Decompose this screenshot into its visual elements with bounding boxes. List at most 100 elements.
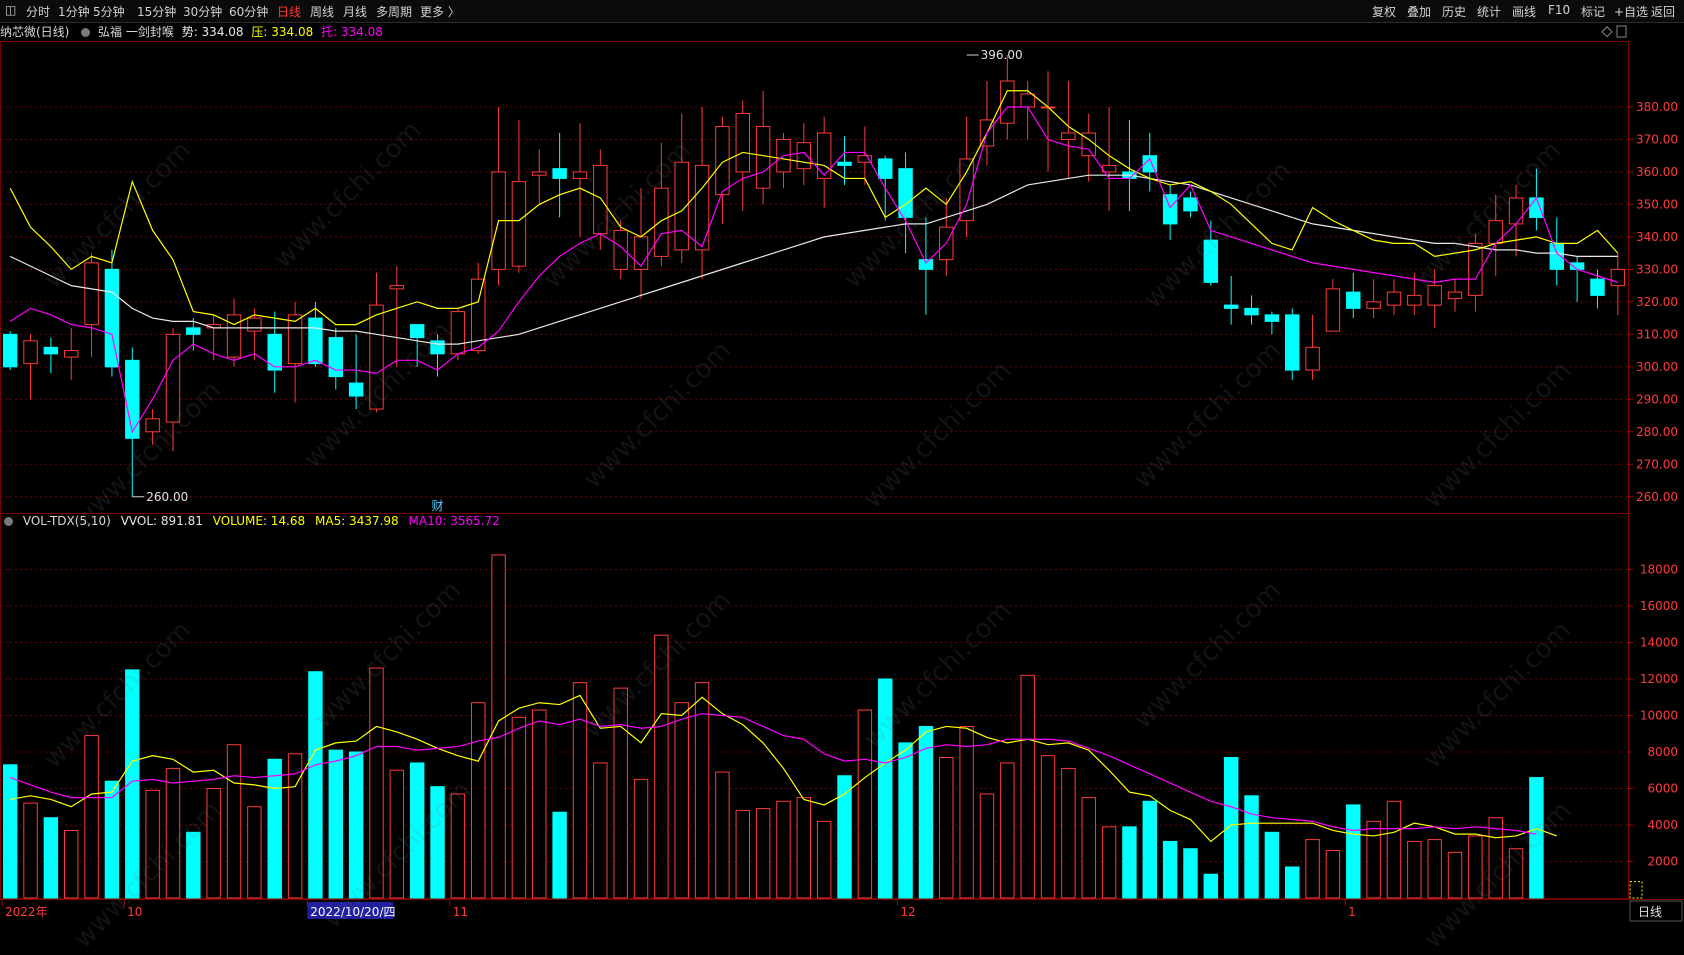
- time-cursor-box: [307, 902, 394, 919]
- ma-white-line: [9, 174, 1618, 345]
- price-tick-label: 380.00: [1636, 100, 1678, 114]
- candle-body: [1468, 242, 1483, 296]
- vol-ma10-value: MA10: 3565.72: [408, 514, 500, 528]
- volume-tick-label: 4000: [1647, 818, 1678, 832]
- volume-bar: [1101, 826, 1117, 899]
- volume-bar: [532, 709, 547, 899]
- price-tick-label: 360.00: [1636, 165, 1678, 179]
- candle-body: [1244, 307, 1259, 316]
- period-tab-8[interactable]: 月线: [343, 5, 368, 19]
- time-tick-label: 2022年: [5, 905, 48, 919]
- volume-tick-label: 10000: [1640, 709, 1678, 723]
- price-tick-label: 270.00: [1636, 457, 1678, 471]
- current-volume-marker: [1629, 881, 1643, 899]
- volume-bar: [125, 669, 140, 899]
- volume-bar: [1305, 839, 1320, 899]
- time-tick-label: 1: [1348, 905, 1356, 919]
- candle-body: [104, 268, 120, 368]
- ya-value: 压: 334.08: [251, 25, 314, 39]
- period-tab-3[interactable]: 15分钟: [137, 5, 177, 19]
- volume-value: VOLUME: 14.68: [212, 514, 306, 528]
- volume-bar: [1142, 800, 1157, 899]
- collapse-icon[interactable]: ◫: [5, 3, 17, 17]
- period-tab-4[interactable]: 30分钟: [183, 5, 223, 19]
- candle: [776, 132, 791, 189]
- period-tab-5[interactable]: 60分钟: [229, 5, 269, 19]
- price-tick-label: 370.00: [1636, 132, 1678, 146]
- volume-bar: [755, 808, 771, 899]
- candle: [1162, 184, 1178, 241]
- tool-button-6[interactable]: 标记: [1581, 5, 1606, 19]
- period-tab-0[interactable]: 分时: [26, 5, 51, 19]
- volume-bar: [430, 786, 445, 899]
- volume-bar: [1203, 873, 1219, 899]
- candle-body: [1346, 291, 1361, 309]
- candle: [1142, 132, 1157, 192]
- price-tick-label: 280.00: [1636, 425, 1678, 439]
- volume-bar: [1000, 762, 1015, 899]
- candle: [1244, 295, 1259, 325]
- candle-body: [796, 142, 812, 170]
- volume-bar: [1529, 777, 1544, 899]
- volume-ma10-line: [9, 713, 1537, 835]
- volume-ma5-line: [10, 694, 1557, 843]
- candle: [471, 262, 486, 354]
- stock-name: 纳芯微(日线): [0, 25, 70, 39]
- candle-body: [2, 333, 18, 368]
- ma-yellow-line: [9, 90, 1619, 326]
- volume-bar: [1122, 826, 1137, 899]
- candle: [837, 136, 852, 185]
- tool-button-4[interactable]: 画线: [1512, 5, 1537, 19]
- volume-bar: [287, 753, 303, 899]
- tool-button-2[interactable]: 历史: [1442, 5, 1467, 19]
- candle-body: [633, 236, 649, 270]
- period-tab-1[interactable]: 1分钟: [58, 5, 90, 19]
- candle: [104, 249, 120, 377]
- candle: [1203, 220, 1219, 286]
- volume-bar: [1488, 817, 1503, 899]
- volume-bar: [511, 716, 527, 899]
- candle: [1508, 184, 1524, 257]
- candle-body: [1264, 314, 1280, 322]
- period-tab-6[interactable]: 日线: [277, 5, 302, 19]
- candle: [186, 318, 201, 351]
- period-tab-10[interactable]: 更多 〉: [420, 5, 460, 19]
- candle-body: [532, 171, 547, 176]
- candle: [1407, 272, 1422, 315]
- volume-bar: [145, 789, 160, 899]
- candle: [552, 132, 567, 218]
- candle: [1488, 194, 1503, 276]
- candle: [491, 106, 506, 286]
- volume-bar: [1244, 795, 1259, 899]
- volume-bar: [878, 678, 893, 899]
- candle-body: [308, 317, 323, 365]
- volume-bar: [308, 671, 323, 899]
- candle: [226, 298, 242, 367]
- tool-button-5[interactable]: F10: [1548, 3, 1571, 17]
- candle: [267, 311, 282, 393]
- candle-body: [389, 285, 405, 290]
- tool-button-7[interactable]: +自选: [1614, 5, 1649, 19]
- period-toolbar: ◫ 分时 1分钟 5分钟 15分钟 30分钟 60分钟 日线 周线 月线 多周期 更多 〉 复权 叠加 历史…: [0, 0, 1684, 23]
- settings-circle-icon[interactable]: [81, 28, 91, 37]
- volume-bar: [735, 809, 750, 899]
- tool-button-3[interactable]: 统计: [1477, 5, 1502, 19]
- volume-tick-label: 8000: [1647, 745, 1678, 759]
- period-tab-2[interactable]: 5分钟: [93, 5, 125, 19]
- volume-bar: [389, 769, 405, 899]
- tool-button-8[interactable]: 返回: [1651, 5, 1676, 19]
- candle-body: [369, 304, 384, 410]
- tool-button-0[interactable]: 复权: [1372, 5, 1397, 19]
- volume-bar: [796, 797, 812, 899]
- settings-circle-icon[interactable]: [4, 517, 13, 526]
- candle-body: [1183, 197, 1198, 212]
- candle-body: [1203, 239, 1219, 283]
- volume-bar: [226, 744, 242, 899]
- candle-body: [471, 278, 486, 352]
- period-tab-9[interactable]: 多周期: [376, 5, 413, 19]
- candlestick-chart[interactable]: 260.00 270.00 280.00 290.00 300.00 310.00 320.…: [0, 0, 1684, 922]
- period-tab-7[interactable]: 周线: [310, 5, 335, 19]
- candle: [1081, 113, 1096, 182]
- candle: [1346, 272, 1361, 319]
- tool-button-1[interactable]: 叠加: [1407, 5, 1432, 19]
